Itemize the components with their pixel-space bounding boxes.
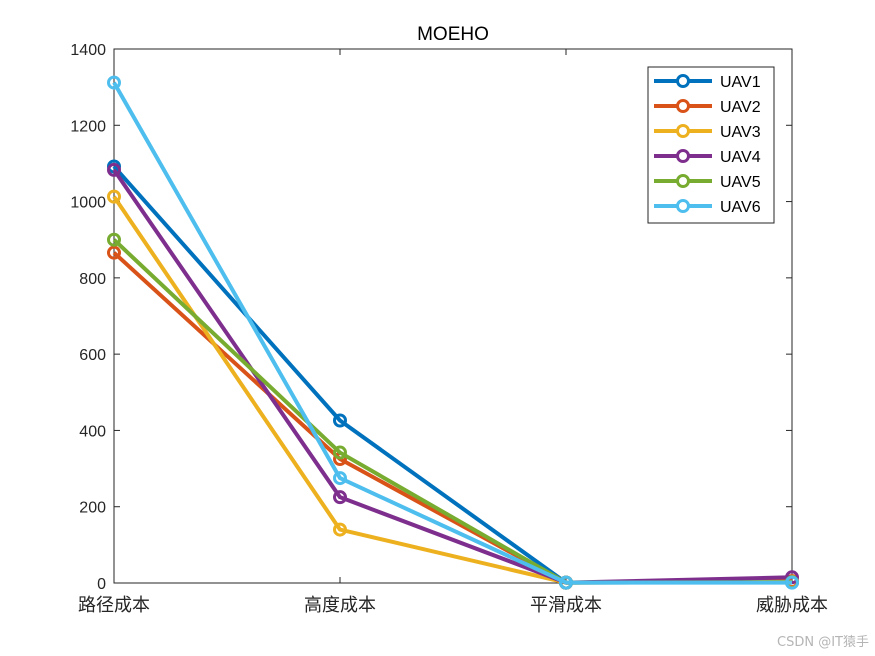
data-point [333,413,347,428]
x-tick-label: 威胁成本 [756,595,828,616]
x-tick-label: 路径成本 [78,595,150,616]
data-point [107,232,121,247]
legend-marker [676,149,690,163]
data-point [333,522,347,537]
data-point [107,245,121,260]
y-tick-label: 600 [79,347,106,364]
legend: UAV1 UAV2 UAV3 UAV4 UAV5 UAV6 [647,66,775,224]
data-point [107,162,121,177]
series-line [112,168,793,585]
data-point [785,575,799,590]
data-point [333,490,347,505]
legend-label: UAV5 [720,174,761,191]
x-tick-label: 平滑成本 [530,595,602,616]
legend-marker [676,99,690,113]
legend-marker [676,74,690,88]
chart-title: MOEHO [417,24,489,45]
y-tick-label: 800 [79,271,106,288]
legend-item: UAV6 [654,199,761,216]
data-point [107,189,121,204]
legend-item: UAV4 [654,149,761,166]
legend-item: UAV5 [654,174,761,191]
y-tick-label: 1200 [70,118,106,135]
series-line [112,81,792,585]
legend-box [647,66,775,224]
legend-marker [676,199,690,213]
legend-marker [676,124,690,138]
data-point [559,575,573,590]
y-axis: 0 200 400 600 800 1000 1200 1400 [70,42,792,593]
series-lines [107,75,799,590]
series-uav6 [107,75,799,590]
legend-item: UAV3 [654,124,761,141]
legend-item: UAV1 [654,74,761,91]
legend-label: UAV3 [720,124,761,141]
legend-label: UAV6 [720,199,761,216]
y-tick-label: 1000 [70,195,106,212]
y-tick-label: 200 [79,500,106,517]
legend-label: UAV1 [720,74,761,91]
data-point [333,445,347,460]
watermark: CSDN @IT猿手 [777,635,869,650]
legend-label: UAV4 [720,149,761,166]
x-axis: 路径成本 高度成本 平滑成本 威胁成本 [78,49,828,616]
data-point [107,75,121,90]
legend-item: UAV2 [654,99,761,116]
legend-marker [676,174,690,188]
y-tick-label: 1400 [70,42,106,59]
data-point [333,471,347,486]
y-tick-label: 0 [97,576,106,593]
x-tick-label: 高度成本 [304,595,376,616]
y-tick-label: 400 [79,423,106,440]
legend-label: UAV2 [720,99,761,116]
